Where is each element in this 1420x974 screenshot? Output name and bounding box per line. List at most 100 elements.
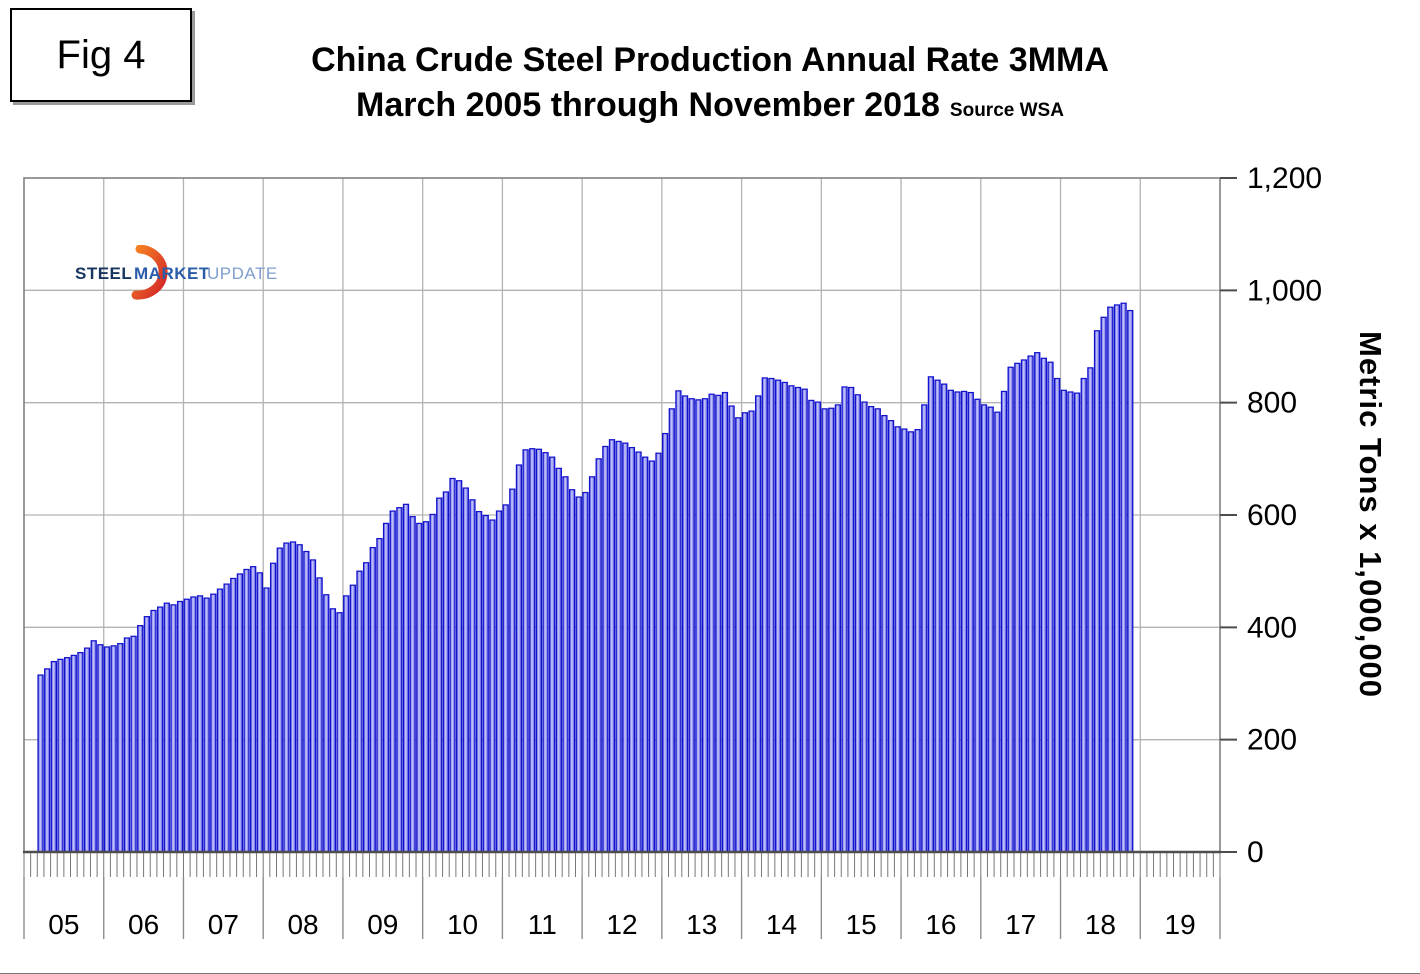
bar-2015-04 [841,386,848,853]
bar-2007-08 [230,577,237,853]
chart-title-block: China Crude Steel Production Annual Rate… [0,38,1420,134]
bar-2016-11 [967,391,974,853]
bar-2018-05 [1087,367,1094,853]
bar-2007-12 [256,572,263,853]
bar-2015-08 [867,405,875,853]
bar-2011-02 [509,488,516,853]
bar-2008-02 [269,562,277,853]
bar-2008-06 [296,544,303,853]
bar-2005-08 [70,654,77,853]
bar-2010-03 [436,497,443,853]
bar-2012-08 [628,446,636,853]
bar-2007-11 [250,566,257,853]
bar-2016-10 [960,390,968,853]
bar-2016-06 [934,379,941,853]
bar-2012-06 [615,440,622,853]
logo-word-update: UPDATE [207,264,278,283]
bar-2009-06 [376,537,383,853]
bar-2012-11 [648,460,655,853]
bar-2017-03 [994,411,1001,853]
bar-2010-10 [482,514,489,853]
bar-2006-08 [150,609,157,853]
bar-2007-01 [183,598,190,853]
y-tick-label: 200 [1247,724,1297,757]
bar-2014-06 [774,379,782,853]
year-label-06: 06 [128,909,159,940]
bar-2011-08 [549,456,556,853]
bar-2016-07 [941,383,948,853]
bar-2017-09 [1034,352,1041,853]
bar-2009-07 [382,522,390,853]
bar-2014-11 [808,399,815,853]
bar-2013-12 [735,417,742,853]
bar-2017-06 [1014,362,1021,853]
steel-market-update-logo: STEEL MARKET UPDATE [75,245,278,300]
bar-2018-06 [1093,330,1101,853]
bar-2006-12 [176,600,184,853]
bar-2010-02 [429,513,436,853]
bar-2009-10 [402,503,410,853]
figure-number-box: Fig 4 [10,8,192,102]
bar-2007-07 [223,583,230,853]
bar-2011-05 [529,448,536,853]
y-tick-label: 600 [1247,499,1297,532]
bar-2008-12 [336,612,343,853]
y-tick-label: 400 [1247,611,1297,644]
bar-2008-11 [329,608,337,853]
figure-number-label: Fig 4 [56,32,146,77]
bar-2009-01 [343,595,350,853]
logo-word-market: MARKET [134,264,210,283]
bar-2018-07 [1100,316,1107,853]
bar-2013-07 [701,398,709,853]
year-label-19: 19 [1165,909,1196,940]
bar-2012-09 [635,451,642,853]
bar-2006-05 [130,635,137,853]
bar-2014-04 [761,377,768,853]
bar-2015-05 [848,386,855,853]
bar-2014-10 [801,388,808,853]
bar-2011-04 [522,449,529,853]
bar-2018-02 [1067,391,1074,853]
bar-2008-10 [323,594,330,853]
bar-2005-07 [63,657,71,853]
bar-2014-08 [788,385,795,853]
bar-2018-10 [1120,302,1127,853]
bar-2015-02 [828,407,835,853]
bar-2009-12 [416,522,423,853]
bar-2008-07 [303,550,310,853]
bar-2008-01 [263,587,270,853]
bar-2017-04 [1000,390,1008,853]
bar-2010-08 [469,499,476,853]
bar-2009-09 [396,507,403,853]
bar-2017-11 [1047,361,1054,853]
bar-2008-03 [276,547,283,853]
bar-2016-03 [914,429,921,853]
bar-2011-11 [568,489,576,853]
bar-2017-05 [1007,366,1014,853]
y-axis-title: Metric Tons x 1,000,000 [1353,331,1388,699]
bar-2013-04 [681,395,689,853]
bar-2018-11 [1127,309,1134,853]
y-tick-label: 1,200 [1247,162,1322,195]
bar-2015-06 [854,394,861,853]
bar-2018-04 [1080,377,1087,853]
bar-2012-12 [655,452,662,853]
bar-2014-03 [755,395,762,853]
bar-2015-07 [861,401,868,853]
bar-2009-08 [389,510,396,853]
bar-2013-11 [728,405,735,853]
y-tick-label: 1,000 [1247,274,1322,307]
bar-2005-10 [83,647,91,853]
bar-2006-11 [170,604,177,853]
bar-2012-10 [642,456,649,853]
chart-subtitle-text: March 2005 through November 2018 [356,86,940,124]
bar-2016-04 [921,404,928,853]
bar-2012-05 [608,439,616,853]
chart-subtitle: March 2005 through November 2018 Source W… [0,82,1420,134]
year-label-09: 09 [367,909,398,940]
bar-2011-10 [562,476,569,853]
bar-2005-11 [90,640,97,853]
bar-2012-04 [602,445,609,853]
